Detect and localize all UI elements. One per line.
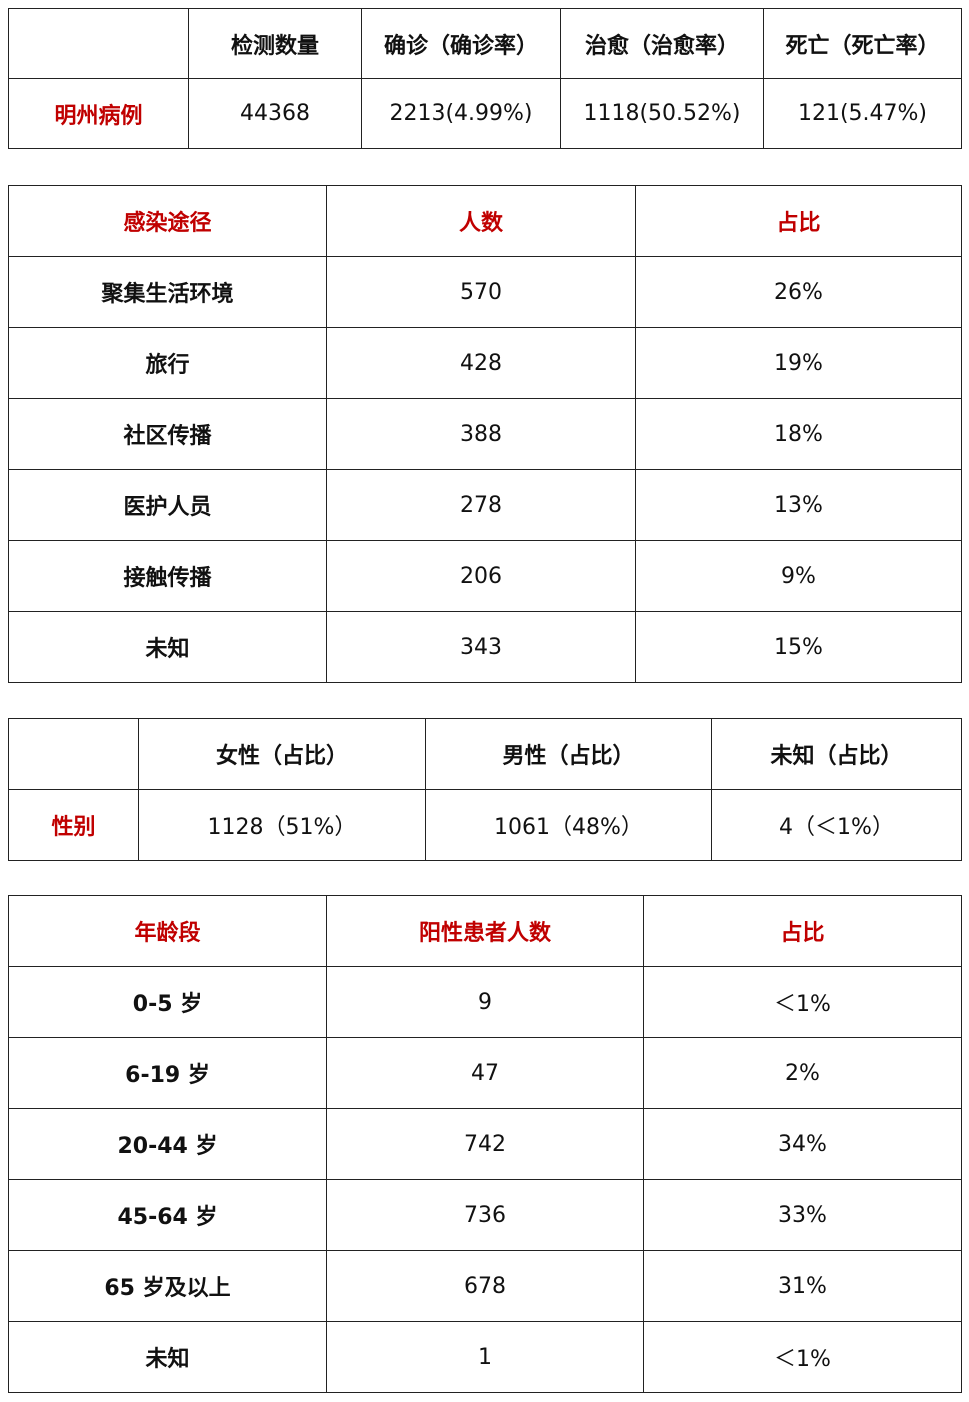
age-header-row: 年龄段 阳性患者人数 占比: [8, 895, 962, 967]
summary-header-row: 检测数量 确诊（确诊率） 治愈（治愈率） 死亡（死亡率）: [8, 8, 962, 79]
table-row: 未知 343 15%: [8, 611, 962, 683]
infection-route-cell: 医护人员: [8, 469, 327, 541]
table-row: 65 岁及以上 678 31%: [8, 1250, 962, 1322]
gender-value-male: 1061（48%）: [425, 789, 712, 861]
age-count-cell: 1: [326, 1321, 644, 1393]
age-share-cell: 33%: [643, 1179, 962, 1251]
gender-value-female: 1128（51%）: [138, 789, 426, 861]
table-row: 未知 1 ＜1%: [8, 1321, 962, 1393]
infection-header-row: 感染途径 人数 占比: [8, 185, 962, 257]
summary-value-deaths: 121(5.47%): [763, 78, 962, 149]
infection-count-cell: 428: [326, 327, 636, 399]
gender-header-male: 男性（占比）: [425, 718, 712, 790]
age-group-cell: 未知: [8, 1321, 327, 1393]
summary-header-confirmed: 确诊（确诊率）: [361, 8, 561, 79]
infection-route-table: 感染途径 人数 占比 聚集生活环境 570 26% 旅行 428 19% 社区传…: [8, 185, 962, 683]
infection-share-cell: 18%: [635, 398, 962, 470]
summary-table: 检测数量 确诊（确诊率） 治愈（治愈率） 死亡（死亡率） 明州病例 44368 …: [8, 8, 962, 149]
summary-value-tests: 44368: [188, 78, 362, 149]
age-group-cell: 0-5 岁: [8, 966, 327, 1038]
summary-corner-cell: [8, 8, 189, 79]
summary-value-confirmed: 2213(4.99%): [361, 78, 561, 149]
table-row: 0-5 岁 9 ＜1%: [8, 966, 962, 1038]
age-count-cell: 678: [326, 1250, 644, 1322]
summary-header-recovered: 治愈（治愈率）: [560, 8, 764, 79]
gender-value-unknown: 4（＜1%）: [711, 789, 962, 861]
gender-header-female: 女性（占比）: [138, 718, 426, 790]
infection-count-cell: 206: [326, 540, 636, 612]
age-group-table: 年龄段 阳性患者人数 占比 0-5 岁 9 ＜1% 6-19 岁 47 2% 2…: [8, 895, 962, 1393]
age-header-share: 占比: [643, 895, 962, 967]
summary-value-recovered: 1118(50.52%): [560, 78, 764, 149]
infection-header-count: 人数: [326, 185, 636, 257]
infection-route-cell: 接触传播: [8, 540, 327, 612]
infection-header-share: 占比: [635, 185, 962, 257]
gender-row-label: 性别: [8, 789, 139, 861]
age-count-cell: 9: [326, 966, 644, 1038]
gender-header-unknown: 未知（占比）: [711, 718, 962, 790]
age-group-cell: 6-19 岁: [8, 1037, 327, 1109]
table-row: 医护人员 278 13%: [8, 469, 962, 541]
age-group-cell: 20-44 岁: [8, 1108, 327, 1180]
table-row: 6-19 岁 47 2%: [8, 1037, 962, 1109]
age-header-count: 阳性患者人数: [326, 895, 644, 967]
infection-route-cell: 旅行: [8, 327, 327, 399]
table-row: 社区传播 388 18%: [8, 398, 962, 470]
infection-count-cell: 278: [326, 469, 636, 541]
infection-route-cell: 社区传播: [8, 398, 327, 470]
summary-header-tests: 检测数量: [188, 8, 362, 79]
infection-count-cell: 388: [326, 398, 636, 470]
table-row: 接触传播 206 9%: [8, 540, 962, 612]
gender-table: 女性（占比） 男性（占比） 未知（占比） 性别 1128（51%） 1061（4…: [8, 718, 962, 861]
table-row: 聚集生活环境 570 26%: [8, 256, 962, 328]
infection-count-cell: 570: [326, 256, 636, 328]
age-header-group: 年龄段: [8, 895, 327, 967]
infection-share-cell: 19%: [635, 327, 962, 399]
age-share-cell: ＜1%: [643, 1321, 962, 1393]
infection-route-cell: 聚集生活环境: [8, 256, 327, 328]
table-row: 45-64 岁 736 33%: [8, 1179, 962, 1251]
table-row: 旅行 428 19%: [8, 327, 962, 399]
gender-corner-cell: [8, 718, 139, 790]
infection-share-cell: 15%: [635, 611, 962, 683]
infection-count-cell: 343: [326, 611, 636, 683]
age-group-cell: 65 岁及以上: [8, 1250, 327, 1322]
age-share-cell: 34%: [643, 1108, 962, 1180]
infection-share-cell: 9%: [635, 540, 962, 612]
summary-data-row: 明州病例 44368 2213(4.99%) 1118(50.52%) 121(…: [8, 78, 962, 149]
age-count-cell: 47: [326, 1037, 644, 1109]
summary-row-label: 明州病例: [8, 78, 189, 149]
age-count-cell: 742: [326, 1108, 644, 1180]
age-share-cell: 31%: [643, 1250, 962, 1322]
infection-share-cell: 26%: [635, 256, 962, 328]
table-row: 20-44 岁 742 34%: [8, 1108, 962, 1180]
gender-header-row: 女性（占比） 男性（占比） 未知（占比）: [8, 718, 962, 790]
infection-header-route: 感染途径: [8, 185, 327, 257]
age-count-cell: 736: [326, 1179, 644, 1251]
infection-share-cell: 13%: [635, 469, 962, 541]
age-group-cell: 45-64 岁: [8, 1179, 327, 1251]
summary-header-deaths: 死亡（死亡率）: [763, 8, 962, 79]
infection-route-cell: 未知: [8, 611, 327, 683]
age-share-cell: ＜1%: [643, 966, 962, 1038]
age-share-cell: 2%: [643, 1037, 962, 1109]
gender-data-row: 性别 1128（51%） 1061（48%） 4（＜1%）: [8, 789, 962, 861]
